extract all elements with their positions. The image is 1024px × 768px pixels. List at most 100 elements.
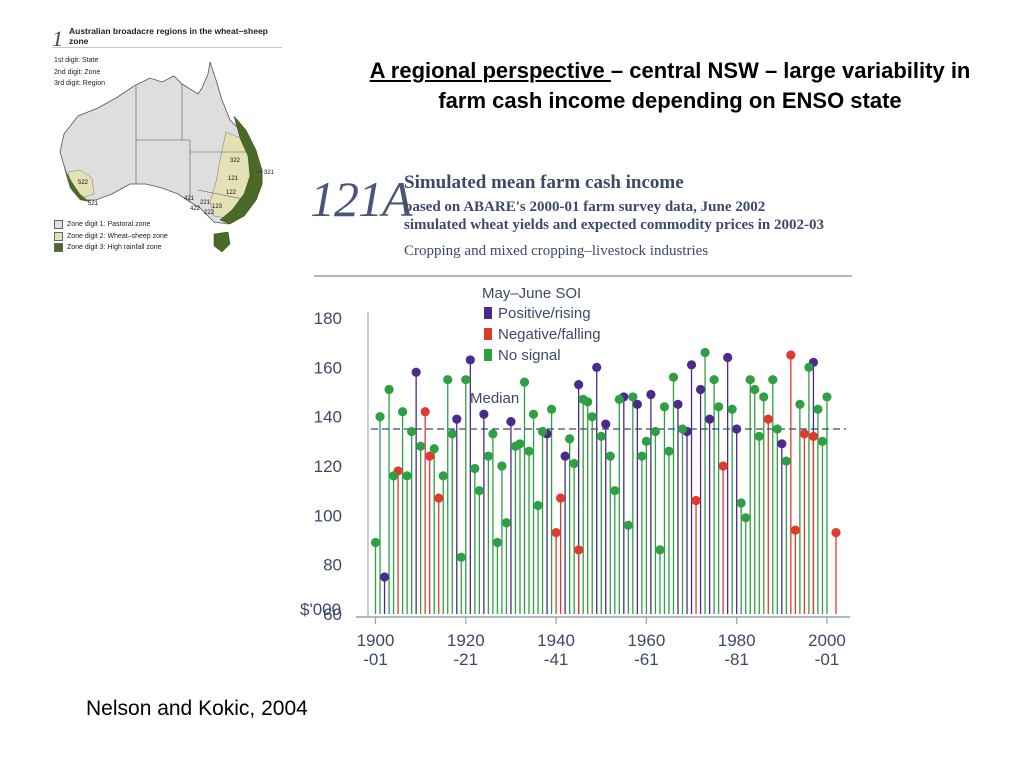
data-point <box>777 439 787 449</box>
x-tick-label: -21 <box>454 650 479 669</box>
y-tick-label: 120 <box>314 457 342 476</box>
data-point <box>434 493 444 503</box>
data-point <box>583 397 593 407</box>
x-tick-label: 1940 <box>537 631 575 650</box>
data-point <box>741 513 751 523</box>
data-point <box>456 552 466 562</box>
legend-swatch <box>54 243 63 253</box>
data-point <box>772 424 782 434</box>
data-point <box>416 441 426 451</box>
chart-figure-number: 121A <box>310 171 413 227</box>
map-digit-key: 1st digit: State 2nd digit: Zone 3rd dig… <box>54 55 105 90</box>
x-tick-label: -81 <box>724 650 749 669</box>
map-tasmania <box>213 231 231 253</box>
x-tick-label: -01 <box>363 650 388 669</box>
data-point <box>375 412 385 422</box>
data-point <box>556 493 566 503</box>
data-point <box>501 518 512 528</box>
data-point <box>691 495 701 506</box>
data-point <box>614 394 624 404</box>
slide-title-underlined: A regional perspective <box>369 58 611 83</box>
region-label: 122 <box>226 190 237 196</box>
data-point <box>438 471 448 481</box>
data-point <box>664 446 674 456</box>
data-point <box>370 537 381 548</box>
median-layer: Median <box>371 390 846 430</box>
data-point <box>813 404 823 414</box>
data-point <box>488 429 498 439</box>
data-point <box>786 350 796 360</box>
data-point <box>745 375 755 385</box>
data-point <box>524 446 534 456</box>
x-tick-label: -01 <box>815 650 840 669</box>
stems-layer <box>374 352 837 614</box>
region-label: 222 <box>204 210 215 216</box>
x-tick-label: -61 <box>634 650 659 669</box>
map-title: Australian broadacre regions in the whea… <box>69 26 268 46</box>
data-point <box>655 545 665 555</box>
data-point <box>686 360 697 370</box>
data-point <box>587 412 597 422</box>
data-point <box>781 456 791 466</box>
data-point <box>804 362 814 372</box>
map-legend-item: Zone digit 2: Wheat–sheep zone <box>54 231 168 243</box>
map-digit-line: 1st digit: State <box>54 57 99 64</box>
axes-layer: 6080100120140160180$'0001900-011920-2119… <box>300 309 850 669</box>
data-point <box>461 375 471 385</box>
data-point <box>646 389 656 400</box>
data-point <box>592 362 602 372</box>
data-point <box>605 451 615 461</box>
data-point <box>407 426 417 437</box>
data-point <box>831 528 841 538</box>
y-tick-label: 60 <box>323 605 342 624</box>
x-tick-label: 1980 <box>718 631 756 650</box>
map-high-rainfall-east <box>219 115 263 225</box>
data-point <box>623 520 633 530</box>
y-tick-label: 100 <box>314 506 342 525</box>
data-point <box>610 486 620 496</box>
map-title-rule <box>52 47 282 48</box>
chart-header: 121A Simulated mean farm cash income bas… <box>300 160 860 280</box>
data-point <box>673 399 683 409</box>
data-point <box>379 572 390 582</box>
data-point <box>700 347 710 358</box>
region-label: 422 <box>190 206 201 212</box>
chart-industry-line: Cropping and mixed cropping–livestock in… <box>404 243 709 259</box>
data-point <box>402 471 412 481</box>
data-point <box>411 367 421 377</box>
data-point <box>754 431 764 441</box>
map-legend-item: Zone digit 3: High rainfall zone <box>54 242 168 254</box>
data-point <box>479 409 489 419</box>
data-point <box>601 419 611 429</box>
y-tick-label: 180 <box>314 309 342 328</box>
australia-map: 322 321 121 122 123 521 522 421 422 221 … <box>59 61 275 253</box>
region-label: 521 <box>88 201 99 207</box>
slide-title: A regional perspective – central NSW – l… <box>360 56 980 116</box>
y-tick-label: 160 <box>314 358 342 377</box>
y-axis-label: $'000 <box>300 600 341 619</box>
data-point <box>497 461 507 471</box>
legend-swatch <box>54 220 63 230</box>
data-point <box>759 392 769 402</box>
data-point <box>637 451 647 461</box>
data-point <box>795 399 805 409</box>
data-point <box>668 372 679 382</box>
data-point <box>443 375 453 385</box>
legend-label: Positive/rising <box>498 305 591 322</box>
data-point <box>452 414 462 424</box>
data-point <box>650 426 661 437</box>
data-point <box>750 384 760 395</box>
data-point <box>659 402 670 412</box>
region-label: 322 <box>230 158 241 164</box>
legend-swatch <box>484 328 492 340</box>
data-point <box>714 402 724 412</box>
x-tick-label: 1900 <box>357 631 395 650</box>
data-point <box>474 486 484 496</box>
citation-caption: Nelson and Kokic, 2004 <box>86 697 308 720</box>
x-tick-label: 2000 <box>808 631 846 650</box>
chart-subtitle-line: based on ABARE's 2000-01 farm survey dat… <box>404 199 766 215</box>
data-point <box>425 451 435 461</box>
data-point <box>704 414 715 424</box>
data-point <box>790 525 800 535</box>
data-point <box>398 407 408 417</box>
